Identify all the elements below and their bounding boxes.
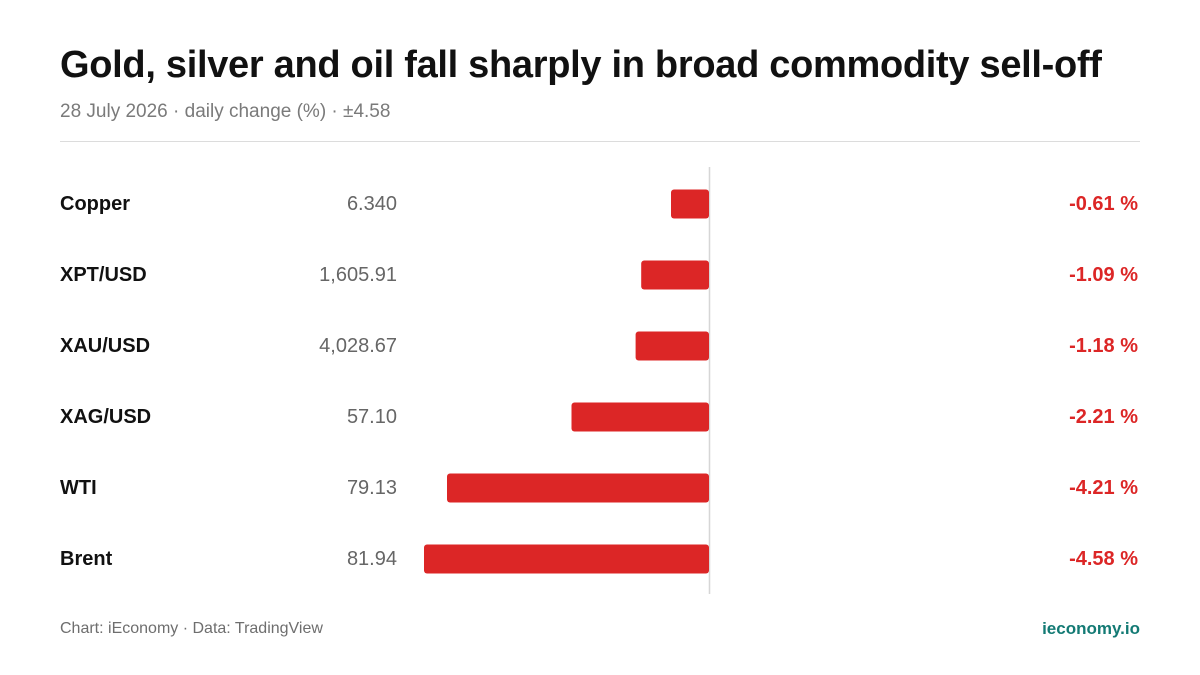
bar-wti [447, 473, 709, 503]
brand-link[interactable]: ieconomy.io [1042, 619, 1140, 638]
category-label: XAU/USD [60, 335, 150, 357]
bar-xag-usd [571, 402, 709, 432]
change-label: -0.61 % [1069, 193, 1138, 215]
category-label: XPT/USD [60, 264, 147, 286]
page-title: Gold, silver and oil fall sharply in bro… [60, 44, 1102, 86]
price-label: 79.13 [347, 477, 397, 499]
change-label: -1.18 % [1069, 335, 1138, 357]
category-label: WTI [60, 477, 97, 499]
price-label: 4,028.67 [319, 335, 397, 357]
page-subtitle: 28 July 2026 · daily change (%) · ±4.58 [60, 101, 391, 122]
change-label: -1.09 % [1069, 264, 1138, 286]
price-label: 6.340 [347, 193, 397, 215]
change-label: -4.58 % [1069, 548, 1138, 570]
change-label: -2.21 % [1069, 406, 1138, 428]
bar-xpt-usd [641, 260, 709, 290]
price-label: 1,605.91 [319, 264, 397, 286]
category-label: Copper [60, 193, 130, 215]
category-label: XAG/USD [60, 406, 151, 428]
category-label: Brent [60, 548, 113, 570]
header-divider [60, 141, 1140, 142]
price-label: 81.94 [347, 548, 397, 570]
chart-source: Chart: iEconomy · Data: TradingView [60, 620, 323, 637]
bar-copper [671, 189, 709, 219]
bar-xau-usd [635, 331, 709, 361]
price-label: 57.10 [347, 406, 397, 428]
change-label: -4.21 % [1069, 477, 1138, 499]
bar-brent [424, 544, 709, 574]
